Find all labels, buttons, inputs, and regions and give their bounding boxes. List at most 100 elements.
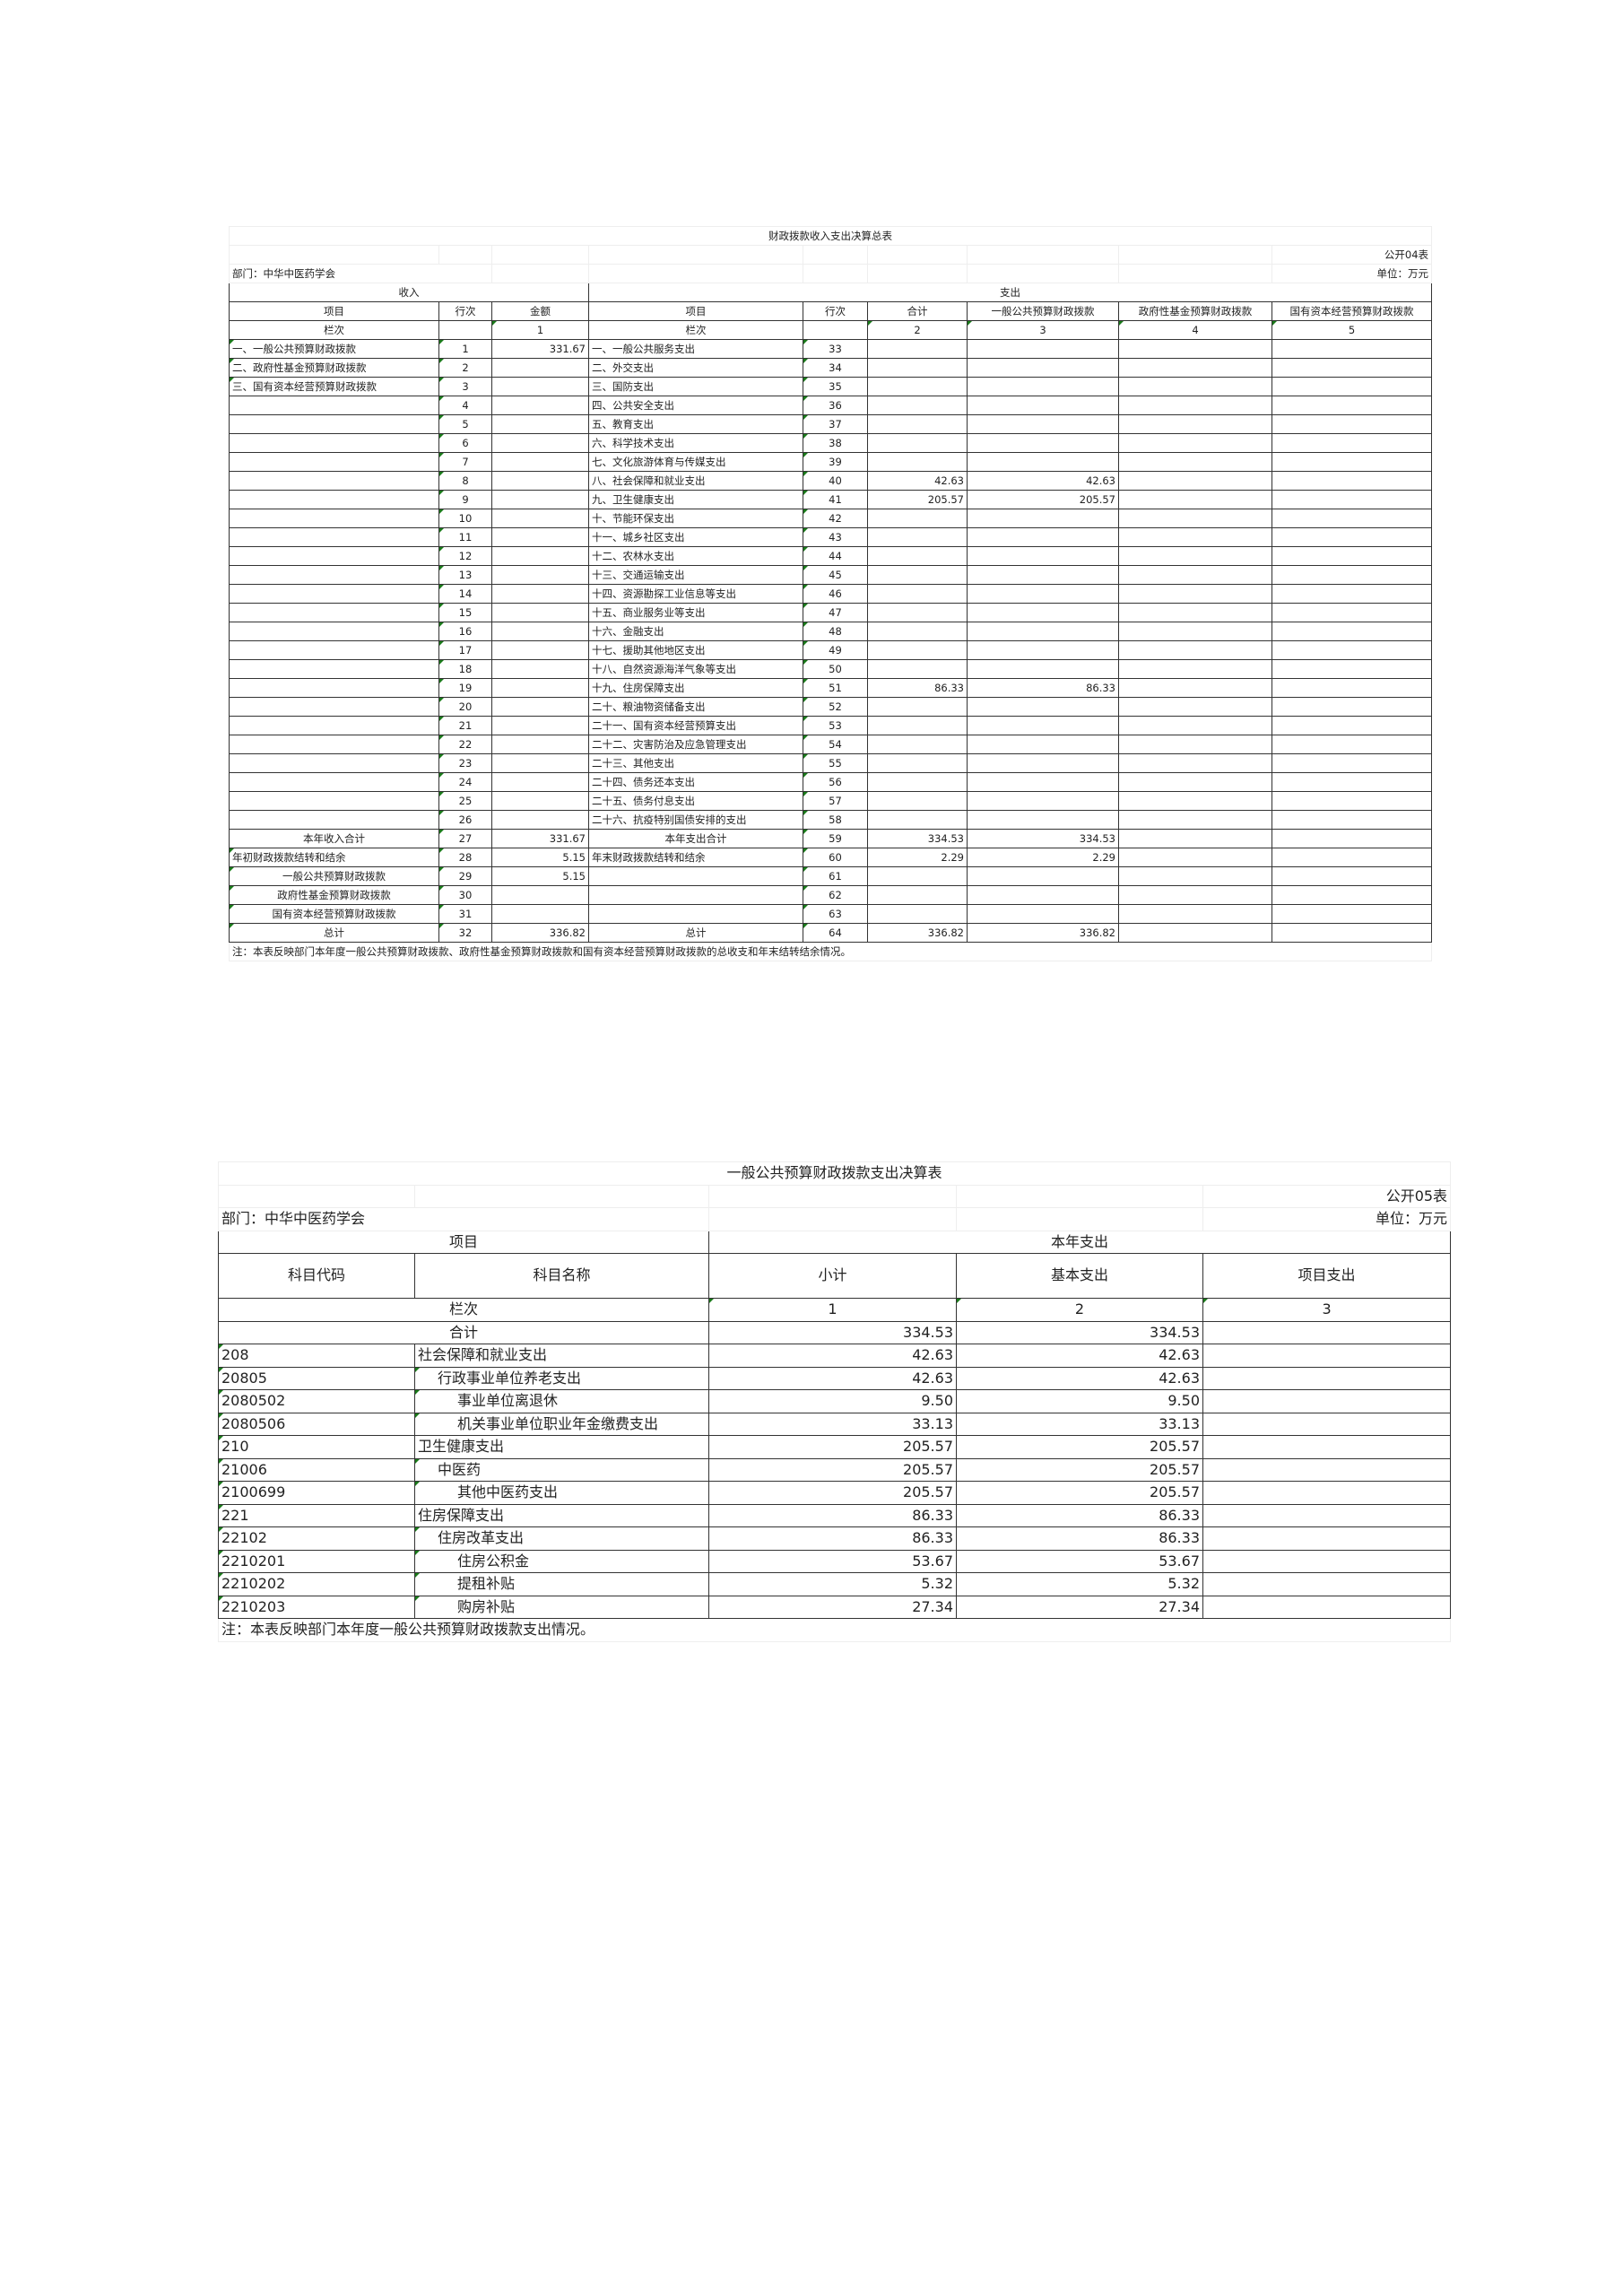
income-line-no: 28	[438, 848, 492, 867]
expense-total	[867, 565, 968, 585]
government-fund-amount	[1118, 509, 1272, 528]
expense-total: 42.63	[867, 471, 968, 491]
basic-expense: 5.32	[956, 1572, 1203, 1596]
income-item: 一、一般公共预算财政拨款	[229, 339, 439, 359]
subject-code: 21006	[218, 1457, 415, 1482]
income-item	[229, 603, 439, 622]
income-amount	[491, 509, 589, 528]
income-amount	[491, 358, 589, 378]
subject-code: 221	[218, 1503, 415, 1527]
subject-code: 2100699	[218, 1481, 415, 1505]
general-budget-amount	[967, 866, 1119, 886]
government-fund-amount	[1118, 735, 1272, 754]
general-budget-amount	[967, 810, 1119, 830]
income-amount	[491, 565, 589, 585]
income-line-no: 9	[438, 490, 492, 509]
general-budget-amount: 42.63	[967, 471, 1119, 491]
project-expense	[1202, 1457, 1452, 1482]
subject-name: 社会保障和就业支出	[414, 1344, 709, 1368]
income-item	[229, 490, 439, 509]
expense-line-no: 36	[803, 396, 868, 415]
expense-total	[867, 885, 968, 905]
table-row: 22 二十二、灾害防治及应急管理支出 54	[229, 735, 1433, 754]
income-amount	[491, 885, 589, 905]
income-line-no: 32	[438, 923, 492, 943]
expense-item: 十九、住房保障支出	[588, 678, 803, 698]
income-item	[229, 791, 439, 811]
subtotal: 9.50	[708, 1389, 957, 1413]
government-fund-amount	[1118, 527, 1272, 547]
table-row: 18 十八、自然资源海洋气象等支出 50	[229, 659, 1433, 679]
state-capital-amount	[1271, 866, 1433, 886]
expense-item: 十三、交通运输支出	[588, 565, 803, 585]
expense-item: 二十五、债务付息支出	[588, 791, 803, 811]
subject-name: 机关事业单位职业年金缴费支出	[414, 1412, 709, 1436]
income-item	[229, 433, 439, 453]
general-budget-amount	[967, 885, 1119, 905]
expense-line-no: 61	[803, 866, 868, 886]
general-budget-expenditure-table: 一般公共预算财政拨款支出决算表 公开05表 部门：中华中医药学会 单位：万元 项目…	[217, 1161, 1452, 1642]
income-line-no: 7	[438, 452, 492, 472]
expense-item	[588, 866, 803, 886]
government-fund-amount	[1118, 640, 1272, 660]
state-capital-amount	[1271, 377, 1433, 396]
basic-expense: 86.33	[956, 1503, 1203, 1527]
general-budget-amount: 336.82	[967, 923, 1119, 943]
expense-total	[867, 603, 968, 622]
expense-total	[867, 452, 968, 472]
column-index: 5	[1271, 320, 1433, 340]
income-item	[229, 565, 439, 585]
expense-item	[588, 885, 803, 905]
general-budget-amount	[967, 603, 1119, 622]
government-fund-amount	[1118, 772, 1272, 792]
total-value: 334.53	[956, 1320, 1203, 1344]
income-line-no: 22	[438, 735, 492, 754]
income-amount	[491, 791, 589, 811]
income-line-no: 23	[438, 753, 492, 773]
expense-line-no: 64	[803, 923, 868, 943]
income-item	[229, 509, 439, 528]
expense-total	[867, 810, 968, 830]
project-expense	[1202, 1595, 1452, 1619]
table-row: 总计 32 336.82 总计 64 336.82 336.82	[229, 923, 1433, 943]
subtotal: 42.63	[708, 1366, 957, 1390]
column-header: 项目支出	[1202, 1253, 1452, 1299]
state-capital-amount	[1271, 753, 1433, 773]
table-row: 17 十七、援助其他地区支出 49	[229, 640, 1433, 660]
expense-total	[867, 509, 968, 528]
table-row: 9 九、卫生健康支出 41 205.57 205.57	[229, 490, 1433, 509]
income-line-no: 2	[438, 358, 492, 378]
government-fund-amount	[1118, 622, 1272, 641]
column-index-label: 栏次	[229, 320, 439, 340]
table1-note: 注：本表反映部门本年度一般公共预算财政拨款、政府性基金预算财政拨款和国有资本经营…	[228, 942, 1433, 961]
table1-title: 财政拨款收入支出决算总表	[228, 226, 1433, 246]
expense-total	[867, 791, 968, 811]
income-amount	[491, 433, 589, 453]
subject-name: 其他中医药支出	[414, 1481, 709, 1505]
table1-department: 部门：中华中医药学会	[229, 264, 492, 283]
state-capital-amount	[1271, 735, 1433, 754]
subtotal: 42.63	[708, 1344, 957, 1368]
income-amount	[491, 753, 589, 773]
income-line-no: 21	[438, 716, 492, 735]
subject-name: 行政事业单位养老支出	[414, 1366, 709, 1390]
government-fund-amount	[1118, 791, 1272, 811]
income-line-no: 25	[438, 791, 492, 811]
table-row: 221 住房保障支出 86.33 86.33	[218, 1503, 1452, 1527]
expense-item: 二十二、灾害防治及应急管理支出	[588, 735, 803, 754]
subject-code: 20805	[218, 1366, 415, 1390]
income-amount	[491, 697, 589, 717]
state-capital-amount	[1271, 622, 1433, 641]
government-fund-amount	[1118, 753, 1272, 773]
government-fund-amount	[1118, 452, 1272, 472]
expense-total	[867, 339, 968, 359]
general-budget-amount	[967, 377, 1119, 396]
table-row: 19 十九、住房保障支出 51 86.33 86.33	[229, 678, 1433, 698]
income-amount	[491, 452, 589, 472]
general-budget-amount	[967, 565, 1119, 585]
income-amount	[491, 546, 589, 566]
income-line-no: 24	[438, 772, 492, 792]
state-capital-amount	[1271, 678, 1433, 698]
income-line-no: 29	[438, 866, 492, 886]
column-index: 3	[1202, 1298, 1452, 1322]
